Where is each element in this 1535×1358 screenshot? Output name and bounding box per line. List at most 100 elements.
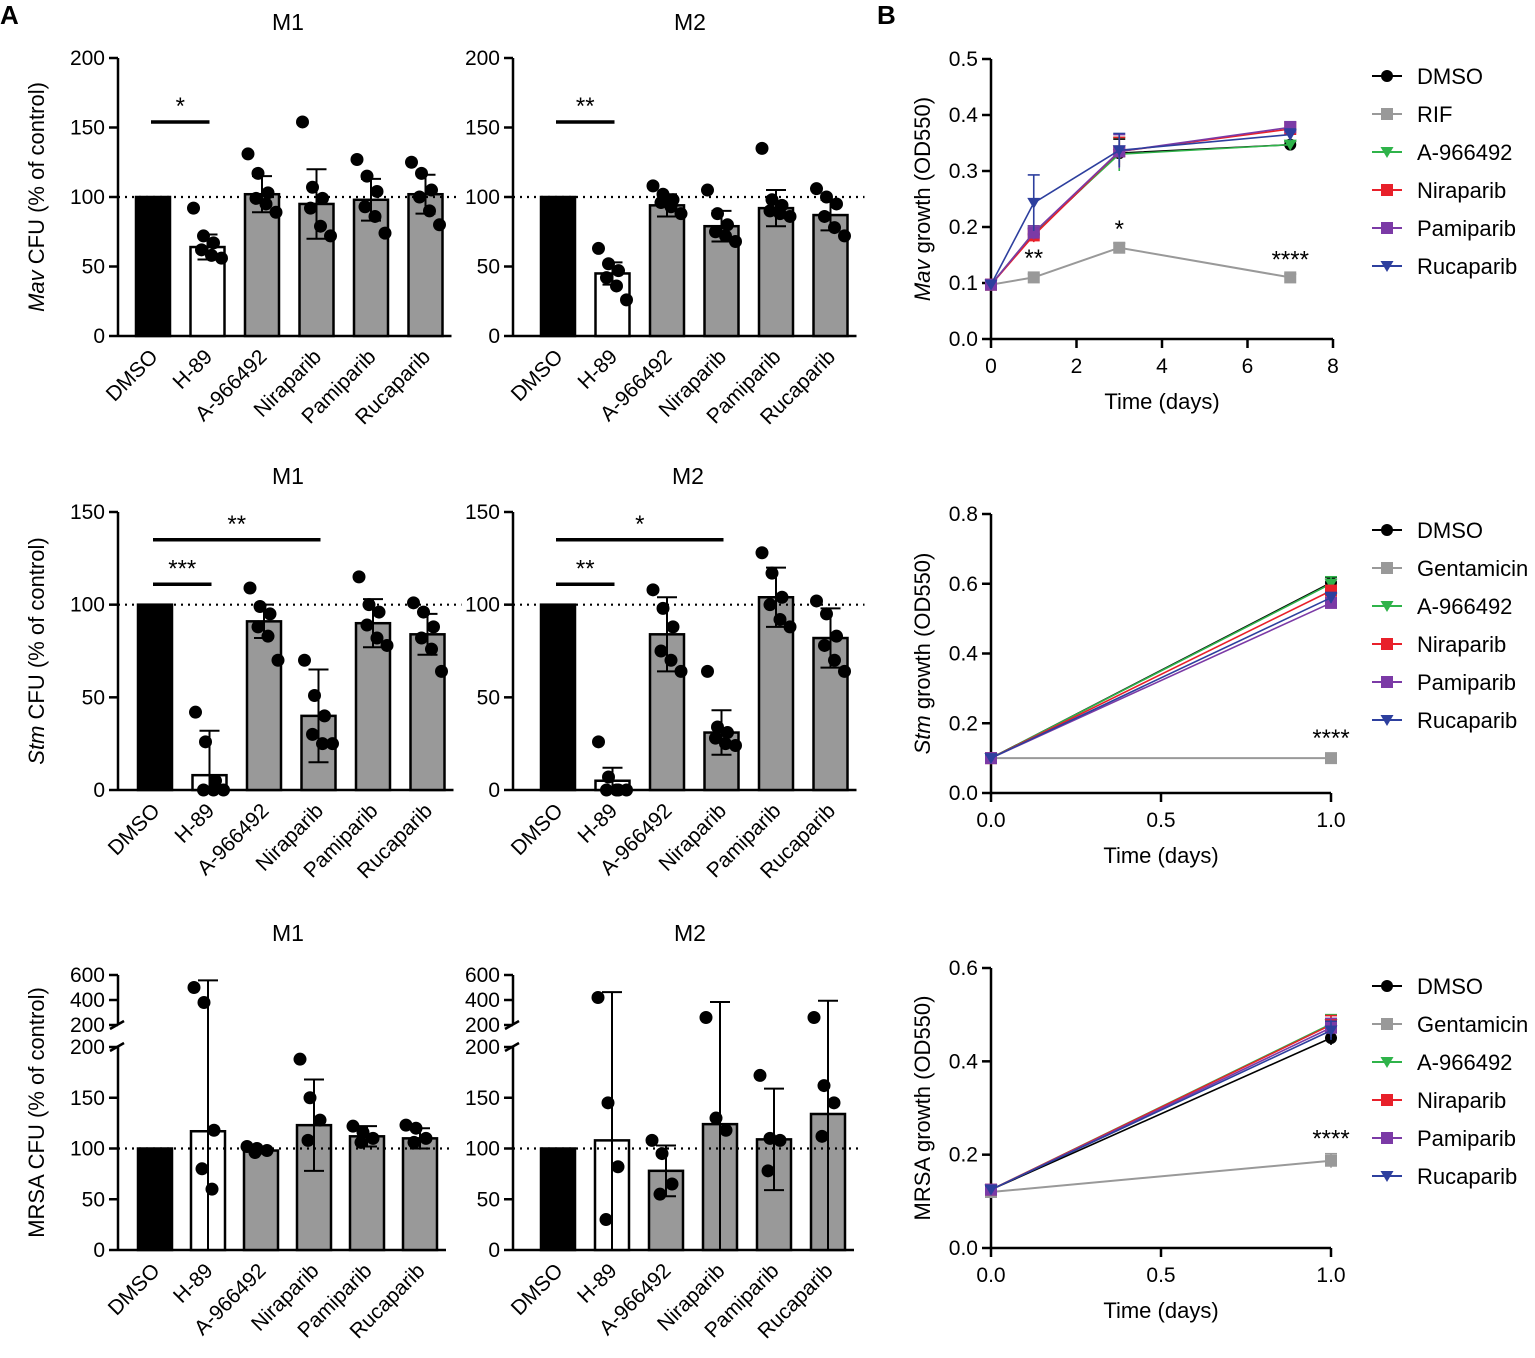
- legend-label: Niraparib: [1417, 632, 1506, 657]
- legend-label: A-966492: [1417, 594, 1512, 619]
- bar-DMSO: [136, 603, 174, 792]
- bar-DMSO: [539, 195, 577, 338]
- x-category-label: H-89: [169, 345, 217, 393]
- legend-label: Pamiparib: [1417, 1126, 1516, 1151]
- legend-marker: [1380, 1171, 1394, 1182]
- y-tick-label: 0.4: [949, 1050, 979, 1073]
- chart-title: M1: [272, 9, 304, 35]
- data-point-Rucaparib: [984, 279, 998, 291]
- data-point: [293, 1052, 307, 1066]
- legend-label: A-966492: [1417, 1050, 1512, 1075]
- data-point-Rucaparib: [1324, 1025, 1338, 1037]
- data-point: [370, 184, 384, 198]
- y-tick-label-upper: 200: [465, 1014, 500, 1037]
- data-point: [610, 783, 623, 797]
- data-point: [370, 631, 384, 645]
- data-point: [719, 229, 732, 243]
- data-point: [646, 583, 660, 597]
- data-point: [699, 1011, 713, 1024]
- y-tick-label-upper: 400: [70, 989, 105, 1012]
- data-point: [815, 1129, 829, 1143]
- data-point: [664, 200, 678, 214]
- data-point: [197, 996, 211, 1009]
- data-point-Rucaparib: [1112, 145, 1126, 157]
- data-point: [602, 257, 615, 271]
- bar-DMSO: [136, 1147, 174, 1252]
- series-line-Rucaparib: [990, 596, 1332, 759]
- y-tick-label: 50: [82, 1188, 105, 1211]
- bar-DMSO: [134, 195, 172, 338]
- data-point: [207, 236, 220, 250]
- data-point: [620, 293, 633, 307]
- legend-label: Pamiparib: [1417, 216, 1516, 241]
- data-point: [830, 629, 843, 643]
- x-tick-label: 0.0: [976, 1264, 1005, 1287]
- y-axis-label-text: growth (OD550): [910, 553, 935, 716]
- data-point: [709, 225, 722, 239]
- data-point: [304, 201, 317, 215]
- data-point: [318, 709, 331, 723]
- data-point: [199, 735, 212, 749]
- y-tick-label: 0.1: [949, 272, 978, 295]
- y-tick-label: 0.8: [949, 503, 978, 526]
- axis-break-mark: [109, 1019, 125, 1031]
- data-point: [378, 226, 392, 240]
- x-category-label: H-89: [171, 799, 219, 847]
- data-point: [828, 653, 841, 667]
- data-point: [711, 207, 724, 221]
- legend-marker: [1381, 676, 1393, 688]
- bar-DMSO: [539, 603, 577, 792]
- x-category-label: DMSO: [102, 345, 163, 406]
- data-point: [417, 605, 430, 619]
- data-point: [380, 638, 394, 652]
- data-point: [600, 271, 613, 285]
- legend-marker: [1381, 70, 1393, 82]
- data-point: [350, 152, 364, 166]
- y-tick-label: 0.0: [949, 1237, 978, 1260]
- y-axis-label-text: MRSA CFU (% of control): [24, 987, 49, 1238]
- data-point: [773, 207, 787, 221]
- axis-break-mark: [504, 1041, 520, 1053]
- data-point: [666, 620, 680, 634]
- data-point: [187, 201, 200, 215]
- y-tick-label-upper: 600: [70, 964, 105, 987]
- y-tick-label: 0: [93, 325, 105, 348]
- data-point: [601, 1096, 615, 1110]
- data-point: [324, 229, 337, 243]
- data-point: [195, 243, 208, 257]
- significance-label: ***: [168, 555, 196, 582]
- data-point: [187, 981, 201, 994]
- legend-marker: [1381, 184, 1393, 196]
- data-point: [356, 1125, 370, 1139]
- data-point: [301, 1133, 315, 1147]
- bar-A-966492: [245, 620, 283, 792]
- y-axis-label: MRSA CFU (% of control): [24, 987, 49, 1238]
- data-point: [298, 653, 311, 667]
- data-point: [427, 620, 440, 634]
- data-point: [761, 1164, 775, 1178]
- series-line-Rucaparib: [990, 133, 1291, 286]
- y-tick-label: 100: [70, 186, 105, 209]
- data-point: [820, 607, 833, 621]
- y-tick-label: 0.3: [949, 160, 978, 183]
- bar-Pamiparib: [348, 1135, 386, 1252]
- data-point: [314, 219, 327, 233]
- data-point: [810, 182, 823, 196]
- chart-title: M2: [674, 920, 706, 946]
- data-point: [354, 1135, 368, 1149]
- data-point: [664, 653, 678, 667]
- data-point: [827, 1096, 841, 1110]
- data-point: [197, 783, 210, 797]
- legend-marker: [1381, 1132, 1393, 1144]
- x-category-label: DMSO: [507, 799, 568, 860]
- data-point-Rucaparib: [1027, 197, 1041, 209]
- y-tick-label-upper: 600: [465, 964, 500, 987]
- y-tick-label: 50: [82, 256, 105, 279]
- legend-marker: [1380, 261, 1394, 272]
- y-tick-label: 0.0: [949, 328, 978, 351]
- bar-DMSO: [539, 1147, 577, 1252]
- data-point: [719, 1123, 733, 1137]
- data-point: [352, 570, 366, 584]
- bar-Pamiparib: [757, 206, 795, 338]
- significance-label: *: [176, 93, 185, 120]
